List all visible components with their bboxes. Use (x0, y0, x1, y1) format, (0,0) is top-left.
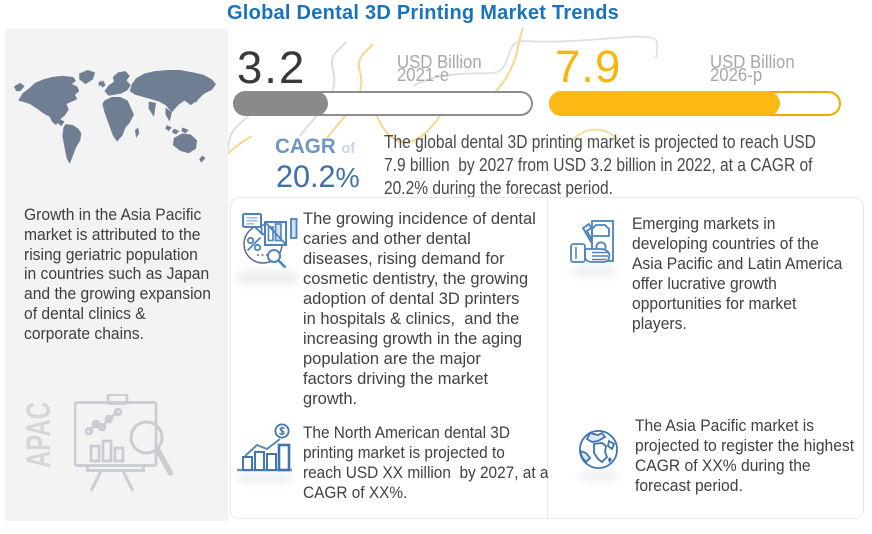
svg-text:APAC: APAC (20, 402, 54, 468)
